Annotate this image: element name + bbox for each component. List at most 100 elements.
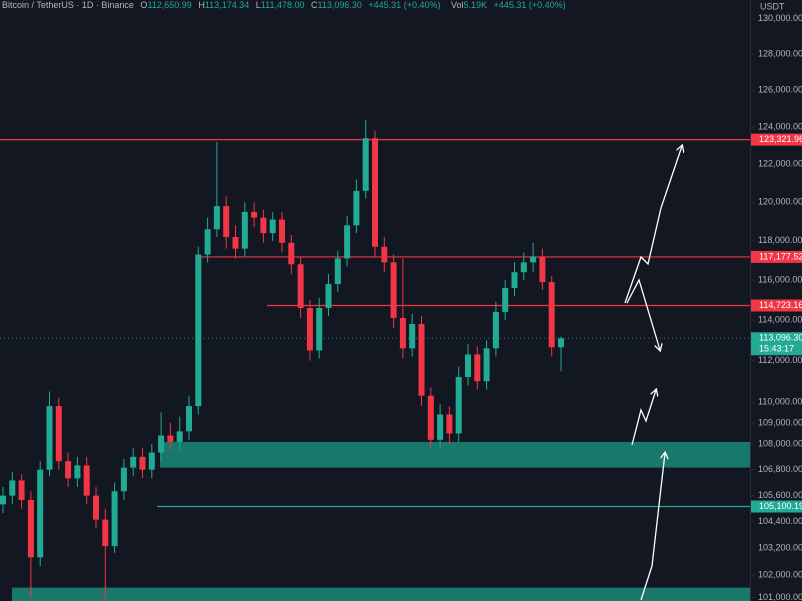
- candle-body: [120, 467, 127, 492]
- level-label: 114,723.16: [759, 300, 802, 310]
- candle-body: [148, 452, 155, 470]
- y-tick-label: 106,800.00: [758, 464, 802, 474]
- candle-body: [260, 217, 267, 234]
- candle-body: [55, 406, 62, 462]
- y-tick-label: 103,200.00: [758, 543, 802, 553]
- candle-body: [437, 414, 444, 440]
- volume-key: Vol: [451, 0, 464, 10]
- y-tick-label: 124,000.00: [758, 121, 802, 131]
- candle-body: [344, 225, 351, 259]
- candle-body: [446, 414, 453, 434]
- y-tick-label: 130,000.00: [758, 13, 802, 23]
- candle-body: [288, 242, 295, 265]
- candle-body: [306, 307, 313, 351]
- candle-body: [186, 406, 192, 432]
- candle-body: [427, 395, 434, 440]
- candle-body: [465, 354, 471, 378]
- level-label-bg: [751, 500, 802, 513]
- candle-body: [167, 435, 174, 442]
- countdown: 15:43:17: [759, 344, 794, 354]
- ohlc-value: 113,174.34: [205, 0, 249, 10]
- level-label: 117,177.52: [759, 251, 802, 261]
- y-tick-label: 128,000.00: [758, 49, 802, 59]
- candle-body: [362, 138, 369, 191]
- candle-body: [195, 254, 202, 407]
- candle-body: [390, 262, 397, 318]
- candle-body: [372, 138, 378, 247]
- level-label: 105,100.19: [759, 501, 802, 511]
- candle-body: [111, 491, 118, 547]
- y-tick-label: 102,000.00: [758, 570, 802, 580]
- candle-body: [353, 190, 360, 226]
- candle-body: [520, 262, 527, 273]
- last-price-bg: [751, 332, 802, 356]
- y-tick-label: 112,000.00: [758, 355, 802, 365]
- candle-body: [9, 480, 16, 496]
- change: +445.31 (+0.40%): [368, 0, 440, 10]
- y-tick-label: 122,000.00: [758, 159, 802, 169]
- level-label: 123,321.96: [759, 134, 802, 144]
- candle-body: [102, 519, 109, 547]
- candle-body: [474, 354, 481, 382]
- y-tick-label: 105,600.00: [758, 490, 802, 500]
- ohlc-value: 111,478.00: [261, 0, 305, 10]
- candle-body: [399, 317, 406, 349]
- last-price-label: 113,096.30: [759, 333, 802, 343]
- candle-body: [37, 469, 44, 558]
- candle-body: [83, 465, 90, 496]
- y-tick-label: 126,000.00: [758, 85, 802, 95]
- candle-body: [316, 307, 323, 351]
- candle-body: [223, 206, 230, 237]
- candle-body: [483, 348, 490, 382]
- arrow: [631, 390, 656, 446]
- level-label-bg: [751, 133, 802, 146]
- candle-body: [213, 206, 220, 230]
- y-tick-label: 101,000.00: [758, 592, 802, 601]
- y-tick-label: 109,000.00: [758, 417, 802, 427]
- candle-body: [511, 272, 518, 289]
- y-tick-label: 120,000.00: [758, 197, 802, 207]
- y-tick-label: 108,000.00: [758, 438, 802, 448]
- volume-change: +445.31 (+0.40%): [494, 0, 566, 10]
- arrow: [626, 278, 660, 350]
- candle-body: [176, 431, 183, 442]
- ohlc-key: C: [311, 0, 318, 10]
- candle-body: [409, 324, 416, 349]
- candle-body: [93, 495, 99, 520]
- plot-area: [0, 119, 750, 601]
- candle-body: [0, 495, 6, 505]
- candle-body: [334, 258, 341, 285]
- y-tick-label: 114,000.00: [758, 314, 802, 324]
- annotations: [624, 146, 682, 601]
- candle-body: [158, 435, 165, 453]
- candle-body: [558, 338, 564, 348]
- candle-body: [492, 311, 499, 349]
- candle-body: [65, 461, 72, 479]
- candle-body: [297, 264, 304, 308]
- header: Bitcoin / TetherUS · 1D · Binance O112,6…: [2, 0, 566, 10]
- symbol: Bitcoin / TetherUS · 1D · Binance: [2, 0, 134, 10]
- arrow: [624, 146, 682, 304]
- candle-body: [232, 236, 239, 249]
- y-tick-label: 110,000.00: [758, 396, 802, 406]
- candle-body: [74, 465, 81, 479]
- support-zone: [160, 441, 750, 468]
- support-zone: [12, 587, 750, 601]
- ohlc-value: 113,096.30: [318, 0, 362, 10]
- candle-body: [269, 219, 276, 234]
- candle-body: [46, 406, 53, 470]
- candle-body: [539, 256, 546, 283]
- y-tick-label: 116,000.00: [758, 274, 802, 284]
- candle-body: [325, 284, 332, 308]
- candle-body: [139, 456, 146, 470]
- candle-body: [381, 246, 388, 263]
- candle-body: [455, 377, 462, 434]
- candle-body: [130, 456, 137, 468]
- y-tick-label: 104,400.00: [758, 516, 802, 526]
- ohlc-value: 112,650.99: [147, 0, 191, 10]
- volume: 5.19K: [464, 0, 488, 10]
- price-axis: 130,000.00 128,000.00 126,000.00 124,000.00…: [751, 13, 802, 601]
- arrow: [640, 453, 665, 601]
